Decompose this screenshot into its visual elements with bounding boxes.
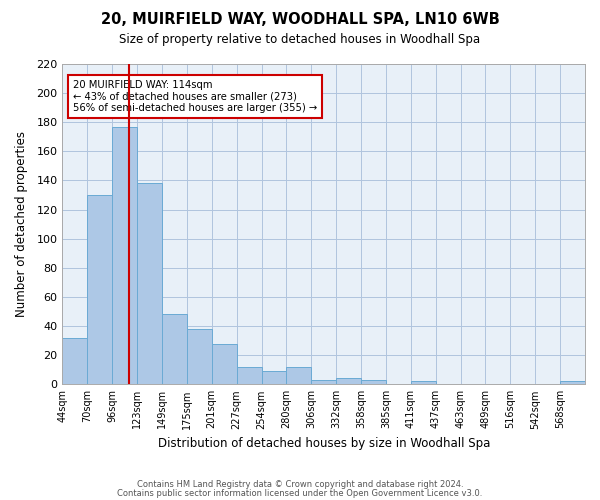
Text: Size of property relative to detached houses in Woodhall Spa: Size of property relative to detached ho… [119, 32, 481, 46]
Text: 20 MUIRFIELD WAY: 114sqm
← 43% of detached houses are smaller (273)
56% of semi-: 20 MUIRFIELD WAY: 114sqm ← 43% of detach… [73, 80, 317, 113]
Bar [112, 126, 137, 384]
Text: Contains public sector information licensed under the Open Government Licence v3: Contains public sector information licen… [118, 488, 482, 498]
Bar [361, 380, 386, 384]
Bar [88, 195, 112, 384]
Bar [411, 382, 436, 384]
Bar [336, 378, 361, 384]
Bar [311, 380, 336, 384]
Bar [162, 314, 187, 384]
Bar [236, 367, 262, 384]
Bar [62, 338, 88, 384]
Bar [560, 382, 585, 384]
Text: Contains HM Land Registry data © Crown copyright and database right 2024.: Contains HM Land Registry data © Crown c… [137, 480, 463, 489]
Y-axis label: Number of detached properties: Number of detached properties [15, 131, 28, 317]
X-axis label: Distribution of detached houses by size in Woodhall Spa: Distribution of detached houses by size … [158, 437, 490, 450]
Bar [187, 329, 212, 384]
Bar [212, 344, 236, 384]
Bar [137, 184, 162, 384]
Bar [286, 367, 311, 384]
Text: 20, MUIRFIELD WAY, WOODHALL SPA, LN10 6WB: 20, MUIRFIELD WAY, WOODHALL SPA, LN10 6W… [101, 12, 499, 28]
Bar [262, 371, 286, 384]
